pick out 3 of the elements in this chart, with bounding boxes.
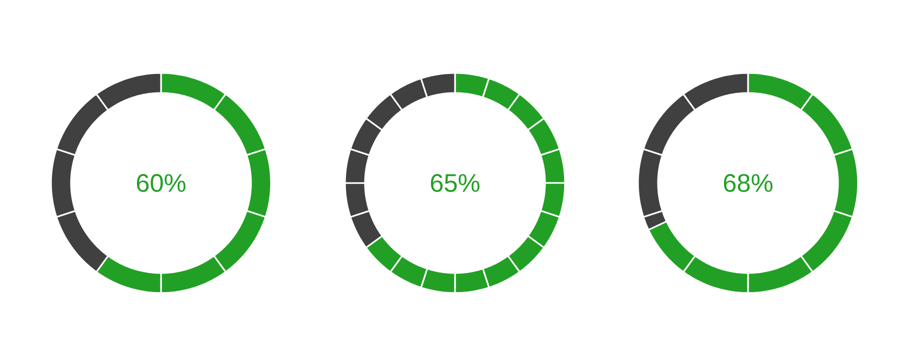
text: 68% bbox=[724, 174, 772, 192]
text: 65% bbox=[430, 174, 480, 192]
text: 60% bbox=[136, 174, 186, 192]
